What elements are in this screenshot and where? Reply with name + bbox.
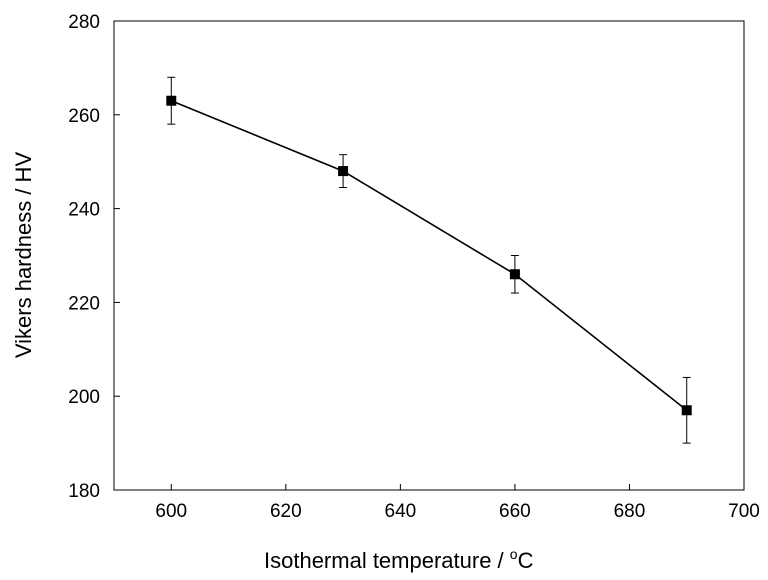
y-axis-label: Vikers hardness / HV (11, 152, 36, 359)
data-point-marker (338, 166, 349, 177)
y-tick-label: 200 (68, 387, 100, 408)
series-line (170, 99, 688, 411)
x-tick-label: 600 (155, 501, 187, 522)
x-tick-label: 660 (499, 501, 531, 522)
x-tick-label: 700 (728, 501, 760, 522)
plot-frame (113, 20, 745, 491)
x-axis-ticks: 600 620 640 660 680 700 (155, 484, 760, 522)
y-axis-ticks: 180 200 220 240 260 280 (68, 12, 120, 502)
x-axis-label-unit: C (518, 548, 534, 573)
y-tick-label: 260 (68, 106, 100, 127)
data-point-marker (166, 95, 177, 106)
x-tick-label: 620 (270, 501, 302, 522)
x-axis-label-unit-sup: o (510, 546, 518, 562)
data-point-marker (681, 405, 692, 416)
series-layer (166, 76, 692, 444)
data-point-marker (509, 269, 520, 280)
y-tick-label: 280 (68, 12, 100, 33)
x-tick-label: 680 (614, 501, 646, 522)
x-axis-label-text: Isothermal temperature / (264, 548, 510, 573)
y-tick-label: 180 (68, 481, 100, 502)
y-tick-label: 220 (68, 293, 100, 314)
y-tick-label: 240 (68, 200, 100, 221)
x-axis-label: Isothermal temperature / oC (264, 546, 534, 573)
x-tick-label: 640 (385, 501, 417, 522)
